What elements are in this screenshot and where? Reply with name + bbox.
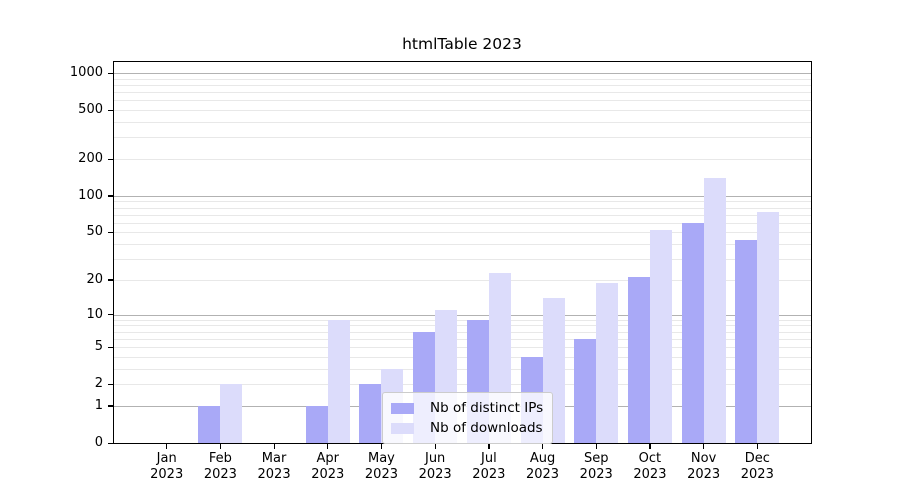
minor-gridline xyxy=(113,207,811,209)
minor-gridline xyxy=(113,325,811,327)
x-tick-mark xyxy=(488,444,490,449)
x-tick-mark xyxy=(595,444,597,449)
bar-downloads xyxy=(220,384,243,443)
y-tick-label: 20 xyxy=(86,271,103,287)
x-tick-mark xyxy=(273,444,275,449)
x-tick-label: Jul 2023 xyxy=(472,451,506,482)
major-gridline xyxy=(113,195,811,197)
y-tick-mark xyxy=(108,346,113,348)
x-tick-label: May 2023 xyxy=(364,451,398,482)
legend-label-downloads: Nb of downloads xyxy=(430,420,543,436)
y-tick-mark xyxy=(108,279,113,281)
y-tick-mark xyxy=(108,442,113,444)
minor-gridline xyxy=(113,214,811,216)
minor-gridline xyxy=(113,92,811,94)
y-tick-label: 500 xyxy=(78,102,103,118)
x-tick-label: Jun 2023 xyxy=(418,451,452,482)
y-tick-label: 50 xyxy=(86,224,103,240)
x-tick-mark xyxy=(703,444,705,449)
y-tick-label: 10 xyxy=(86,306,103,322)
x-tick-mark xyxy=(380,444,383,449)
minor-gridline xyxy=(113,259,811,261)
y-tick-mark xyxy=(108,158,113,160)
minor-gridline xyxy=(113,201,811,203)
top-spine xyxy=(113,61,812,63)
x-tick-mark xyxy=(166,444,168,449)
bar-distinct-ips xyxy=(305,405,328,443)
y-tick-label: 0 xyxy=(94,435,103,450)
bar-downloads xyxy=(596,282,619,443)
minor-gridline xyxy=(113,100,811,102)
x-tick-label: Sep 2023 xyxy=(579,451,613,482)
minor-gridline xyxy=(113,279,811,281)
x-tick-label: Aug 2023 xyxy=(525,451,560,482)
plot-area xyxy=(113,61,811,443)
x-tick-mark xyxy=(327,444,329,449)
legend-swatch-downloads xyxy=(391,422,414,434)
y-tick-mark xyxy=(108,109,113,111)
minor-gridline xyxy=(113,232,811,234)
minor-gridline xyxy=(113,384,811,386)
y-tick-mark xyxy=(108,405,113,407)
minor-gridline xyxy=(113,78,811,80)
y-tick-mark xyxy=(108,314,113,316)
right-spine xyxy=(811,61,813,444)
bar-downloads xyxy=(649,230,672,443)
minor-gridline xyxy=(113,222,811,224)
legend-label-distinct-ips: Nb of distinct IPs xyxy=(430,400,544,416)
y-tick-mark xyxy=(108,383,113,385)
bar-distinct-ips xyxy=(627,277,650,443)
y-tick-label: 2 xyxy=(94,376,103,392)
y-tick-label: 100 xyxy=(78,187,103,203)
bar-downloads xyxy=(327,319,350,443)
bar-distinct-ips xyxy=(735,240,758,443)
bar-distinct-ips xyxy=(198,405,221,443)
bar-distinct-ips xyxy=(681,222,704,443)
minor-gridline xyxy=(113,368,811,370)
x-tick-mark xyxy=(649,444,651,449)
minor-gridline xyxy=(113,159,811,161)
major-gridline xyxy=(113,73,811,75)
bar-downloads xyxy=(703,178,726,443)
y-tick-label: 1 xyxy=(94,397,103,413)
minor-gridline xyxy=(113,137,811,139)
x-tick-label: Mar 2023 xyxy=(257,451,291,482)
minor-gridline xyxy=(113,331,811,333)
legend-item-distinct-ips: Nb of distinct IPs xyxy=(391,398,543,418)
minor-gridline xyxy=(113,84,811,86)
bar-downloads xyxy=(757,211,780,443)
y-tick-label: 200 xyxy=(78,151,103,167)
x-tick-mark xyxy=(219,444,222,449)
major-gridline xyxy=(113,314,811,316)
minor-gridline xyxy=(113,122,811,124)
x-tick-mark xyxy=(542,444,544,449)
x-tick-label: Apr 2023 xyxy=(311,451,345,482)
legend: Nb of distinct IPs Nb of downloads xyxy=(382,392,554,444)
chart-title: htmlTable 2023 xyxy=(402,35,522,53)
minor-gridline xyxy=(113,356,811,358)
minor-gridline xyxy=(113,338,811,340)
x-tick-label: Jan 2023 xyxy=(150,451,184,482)
legend-item-downloads: Nb of downloads xyxy=(391,418,543,438)
x-tick-label: Feb 2023 xyxy=(203,451,237,482)
y-tick-mark xyxy=(108,72,113,74)
y-tick-mark xyxy=(108,231,113,234)
minor-gridline xyxy=(113,110,811,112)
x-tick-mark xyxy=(434,444,436,449)
left-spine xyxy=(113,61,115,444)
y-tick-mark xyxy=(108,195,113,197)
minor-gridline xyxy=(113,244,811,246)
minor-gridline xyxy=(113,319,811,321)
minor-gridline xyxy=(113,347,811,349)
y-tick-label: 5 xyxy=(94,339,103,355)
x-tick-label: Nov 2023 xyxy=(687,451,721,482)
y-tick-label: 1000 xyxy=(69,65,103,81)
x-tick-mark xyxy=(756,444,758,449)
bar-distinct-ips xyxy=(359,384,382,443)
x-tick-label: Dec 2023 xyxy=(740,451,774,482)
legend-swatch-distinct-ips xyxy=(391,402,414,414)
bar-distinct-ips xyxy=(574,338,597,443)
x-tick-label: Oct 2023 xyxy=(633,451,667,482)
